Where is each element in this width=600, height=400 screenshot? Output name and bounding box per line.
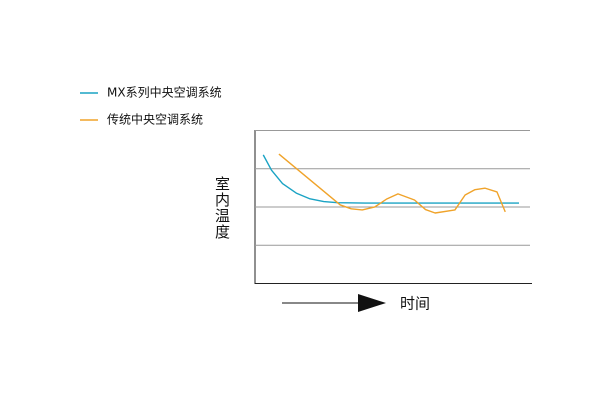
legend-label: MX系列中央空调系统	[107, 85, 222, 100]
series-line	[262, 154, 519, 204]
series-line	[278, 153, 506, 214]
x-axis-label: 时间	[400, 295, 430, 313]
y-axis-label: 室内温度	[213, 176, 231, 240]
time-arrow-head	[358, 294, 386, 312]
legend-label: 传统中央空调系统	[107, 112, 203, 127]
